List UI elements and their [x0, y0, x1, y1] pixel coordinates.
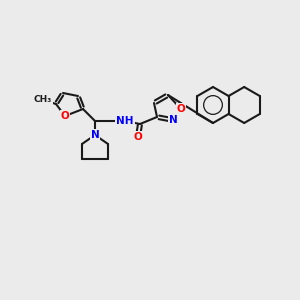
- Text: NH: NH: [116, 116, 134, 126]
- Text: O: O: [134, 132, 142, 142]
- Text: N: N: [169, 115, 177, 125]
- Text: O: O: [177, 104, 185, 114]
- Text: N: N: [91, 130, 99, 140]
- Text: O: O: [61, 111, 69, 121]
- Text: CH₃: CH₃: [34, 95, 52, 104]
